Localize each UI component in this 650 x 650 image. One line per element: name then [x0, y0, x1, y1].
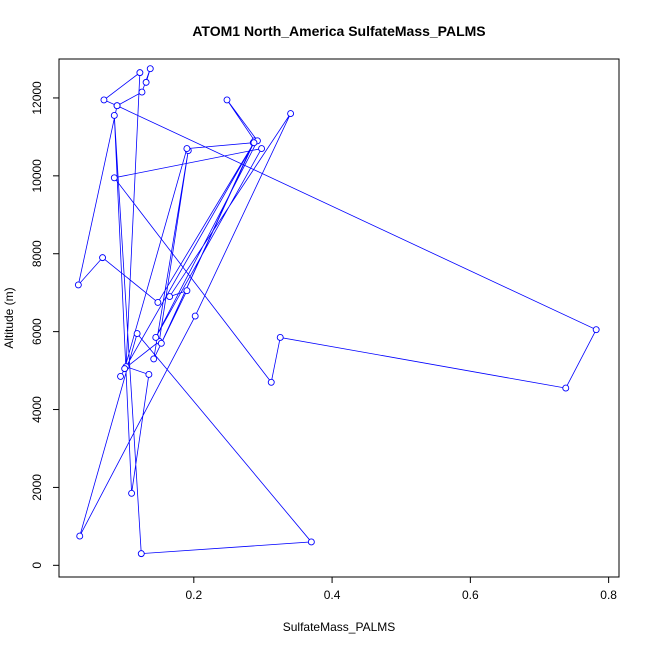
y-axis-label: Altitude (m)	[2, 287, 16, 348]
data-point	[152, 334, 160, 341]
data-point	[258, 145, 266, 153]
data-point	[133, 330, 141, 338]
data-point	[287, 110, 295, 117]
data-point	[145, 371, 153, 378]
data-point	[117, 372, 124, 380]
series-layer	[74, 65, 600, 558]
data-point	[99, 254, 107, 262]
y-tick-label: 0	[30, 562, 44, 569]
data-point	[138, 88, 146, 96]
x-tick-label: 0.4	[324, 588, 341, 602]
data-point	[183, 287, 191, 295]
data-point	[128, 489, 136, 497]
x-tick-label: 0.6	[462, 588, 479, 602]
data-point	[154, 298, 162, 306]
data-point	[142, 78, 150, 86]
data-point	[137, 550, 145, 558]
y-tick-label: 6000	[30, 318, 44, 345]
chart-title: ATOM1 North_America SulfateMass_PALMS	[192, 23, 485, 39]
data-point	[250, 139, 258, 147]
data-point	[110, 174, 118, 182]
data-point	[113, 102, 121, 110]
data-point	[307, 538, 315, 546]
data-point	[183, 145, 191, 153]
y-tick-label: 2000	[30, 474, 44, 501]
data-point	[562, 384, 570, 392]
data-point	[592, 326, 600, 334]
data-point	[166, 293, 174, 301]
plot-frame	[58, 58, 620, 578]
data-point	[76, 532, 84, 540]
data-point	[191, 312, 199, 320]
y-tick-label: 8000	[30, 240, 44, 267]
data-point	[121, 365, 129, 373]
series-line	[77, 68, 597, 555]
y-axis: 0 2000 4000 6000 8000 10000 12000	[30, 81, 60, 569]
x-axis-label: SulfateMass_PALMS	[283, 620, 396, 634]
data-point	[146, 65, 154, 73]
data-point	[150, 355, 158, 363]
y-tick-label: 10000	[30, 159, 44, 193]
data-point	[276, 334, 284, 341]
data-point	[74, 281, 82, 289]
data-point	[157, 339, 165, 347]
y-tick-label: 4000	[30, 396, 44, 423]
data-point	[223, 96, 231, 104]
x-tick-label: 0.8	[600, 588, 617, 602]
data-point	[267, 378, 275, 386]
data-point	[110, 112, 118, 119]
x-axis: 0.2 0.4 0.6 0.8	[185, 576, 617, 602]
y-tick-label: 12000	[30, 81, 44, 115]
x-tick-label: 0.2	[185, 588, 202, 602]
data-point	[100, 96, 108, 104]
data-point	[136, 69, 144, 77]
